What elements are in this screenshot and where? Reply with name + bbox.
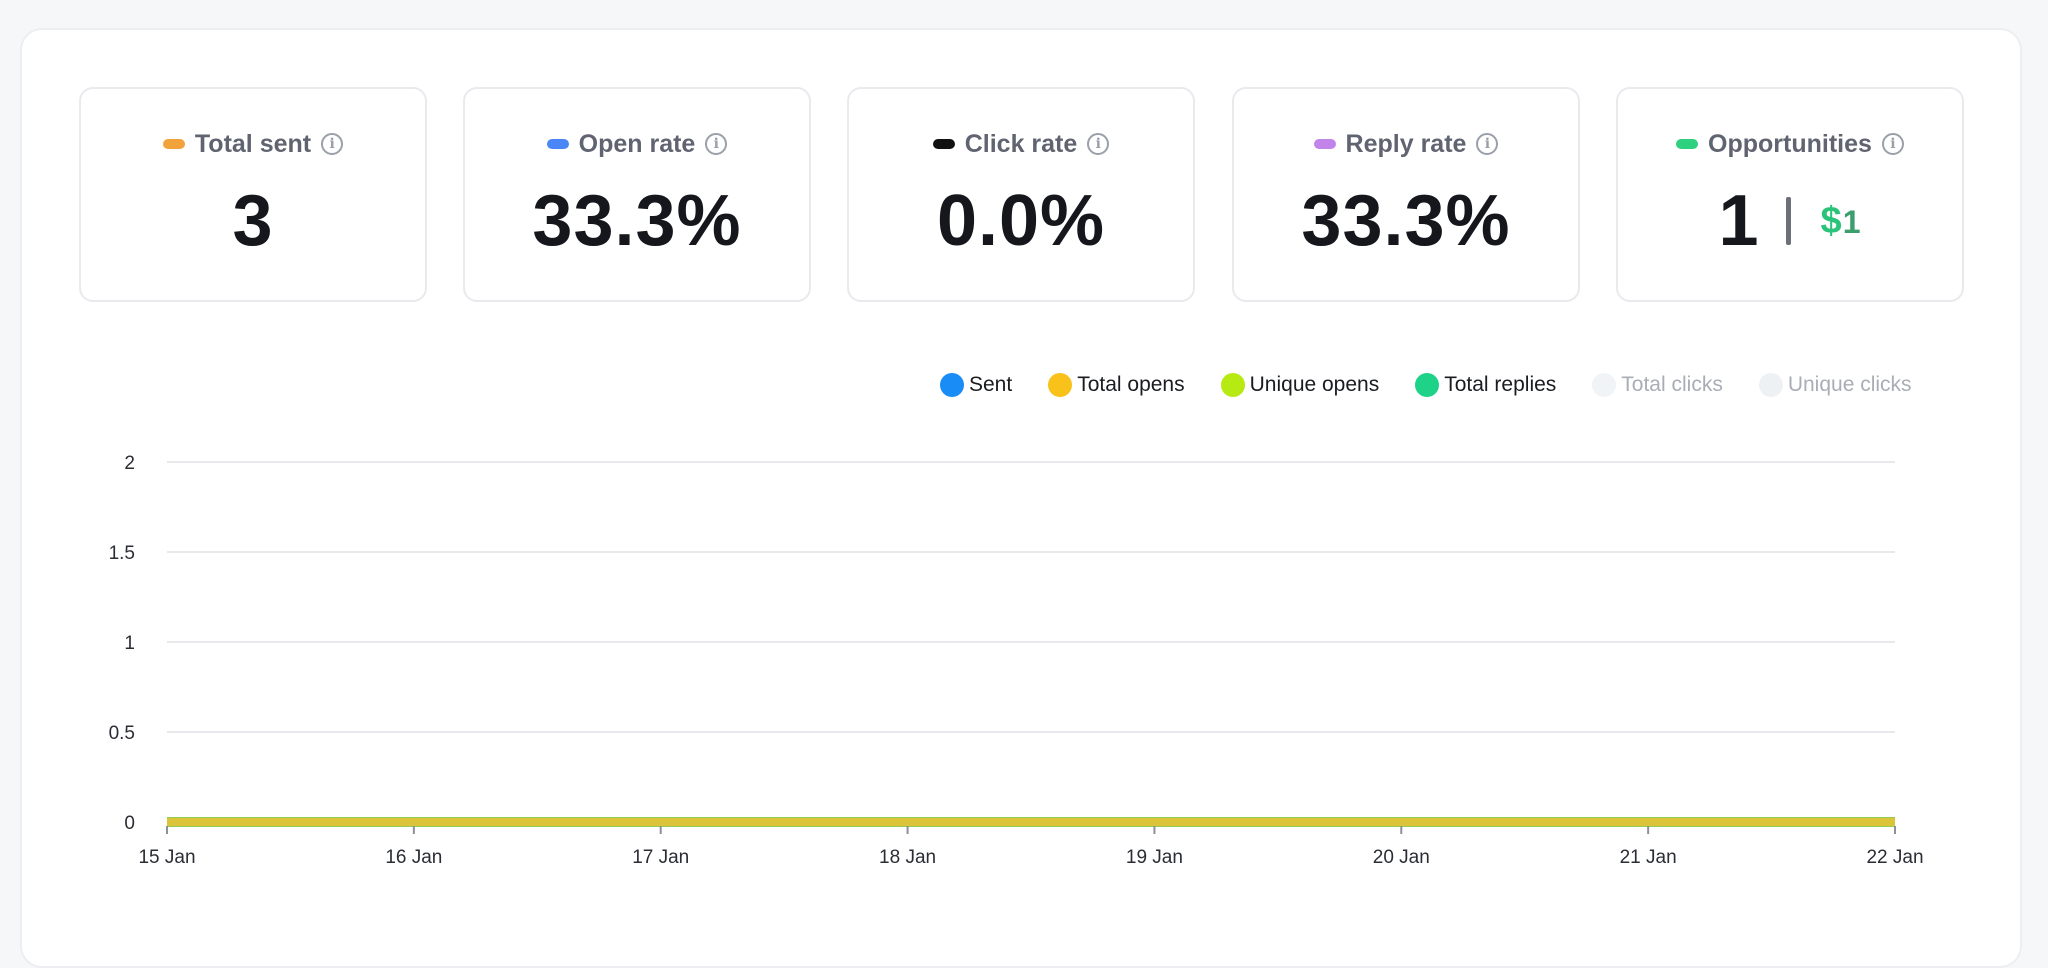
stat-value: 33.3% [1301, 181, 1511, 261]
opportunities-count: 1 [1718, 181, 1760, 261]
stat-value: 0.0% [936, 181, 1106, 261]
activity-chart: 0 0.5 1 1.5 2 15 Jan 16 Jan 17 Jan 18 Jan 19 Jan 2… [109, 453, 1924, 868]
y-tick-label: 1 [124, 633, 135, 654]
stat-card-click-rate: Click rate i 0.0% [847, 87, 1195, 302]
currency-symbol: $ [1820, 199, 1843, 242]
x-tick-label: 16 Jan [385, 847, 442, 868]
stat-value-group: 1 $ 1 [1618, 181, 1962, 261]
reply-rate-pill [1313, 139, 1336, 149]
stat-card-open-rate: Open rate i 33.3% [463, 87, 811, 302]
x-tick-label: 18 Jan [879, 847, 936, 868]
info-icon[interactable]: i [1087, 133, 1110, 155]
stat-label: Open rate [578, 129, 696, 158]
legend-label: Sent [969, 373, 1013, 396]
legend-dot [940, 373, 964, 397]
legend-label: Unique clicks [1787, 373, 1912, 396]
x-tick-label: 21 Jan [1620, 847, 1677, 868]
legend-dot [1758, 373, 1783, 397]
legend-label: Total opens [1077, 373, 1185, 396]
legend-label: Total replies [1444, 373, 1557, 396]
value-divider [1785, 197, 1791, 245]
stat-card-reply-rate: Reply rate i 33.3% [1232, 87, 1580, 302]
total-sent-pill [162, 139, 185, 149]
info-icon[interactable]: i [321, 133, 344, 155]
legend-dot [1048, 373, 1073, 397]
stat-label: Opportunities [1708, 129, 1872, 158]
legend-item-unique-clicks[interactable]: Unique clicks [1758, 373, 1912, 397]
opportunity-amount: 1 [1842, 203, 1862, 240]
opportunity-value: $ 1 [1821, 200, 1862, 243]
y-tick-label: 2 [124, 453, 135, 474]
y-tick-label: 1.5 [109, 543, 135, 564]
x-tick-label: 17 Jan [632, 847, 689, 868]
legend-label: Unique opens [1249, 373, 1380, 396]
open-rate-pill [546, 139, 569, 149]
legend-item-sent[interactable]: Sent [940, 373, 1012, 397]
click-rate-pill [932, 139, 955, 149]
legend-dot [1592, 373, 1617, 397]
opportunities-pill [1676, 139, 1699, 149]
stat-label: Reply rate [1345, 129, 1467, 158]
chart-legend: Sent Total opens Unique opens Total repl… [940, 370, 1948, 400]
stat-value: 33.3% [532, 181, 742, 261]
legend-item-total-replies[interactable]: Total replies [1415, 373, 1556, 397]
legend-dot [1415, 373, 1440, 397]
y-tick-label: 0.5 [109, 723, 135, 744]
stat-label: Click rate [964, 129, 1078, 158]
legend-label: Total clicks [1621, 373, 1723, 396]
x-tick-label: 22 Jan [1866, 847, 1923, 868]
info-icon[interactable]: i [1476, 133, 1499, 155]
legend-item-total-clicks[interactable]: Total clicks [1592, 373, 1723, 397]
x-tick-label: 15 Jan [138, 847, 195, 868]
info-icon[interactable]: i [1881, 133, 1904, 155]
stat-card-opportunities: Opportunities i 1 $ 1 [1616, 87, 1964, 302]
info-icon[interactable]: i [705, 133, 728, 155]
stat-label: Total sent [194, 129, 312, 158]
legend-item-unique-opens[interactable]: Unique opens [1220, 373, 1380, 397]
x-tick-label: 19 Jan [1126, 847, 1183, 868]
stat-card-total-sent: Total sent i 3 [79, 87, 427, 302]
x-tick-label: 20 Jan [1373, 847, 1430, 868]
y-tick-label: 0 [124, 813, 135, 834]
stat-value: 3 [232, 181, 274, 261]
legend-item-total-opens[interactable]: Total opens [1048, 373, 1185, 397]
legend-dot [1220, 373, 1245, 397]
